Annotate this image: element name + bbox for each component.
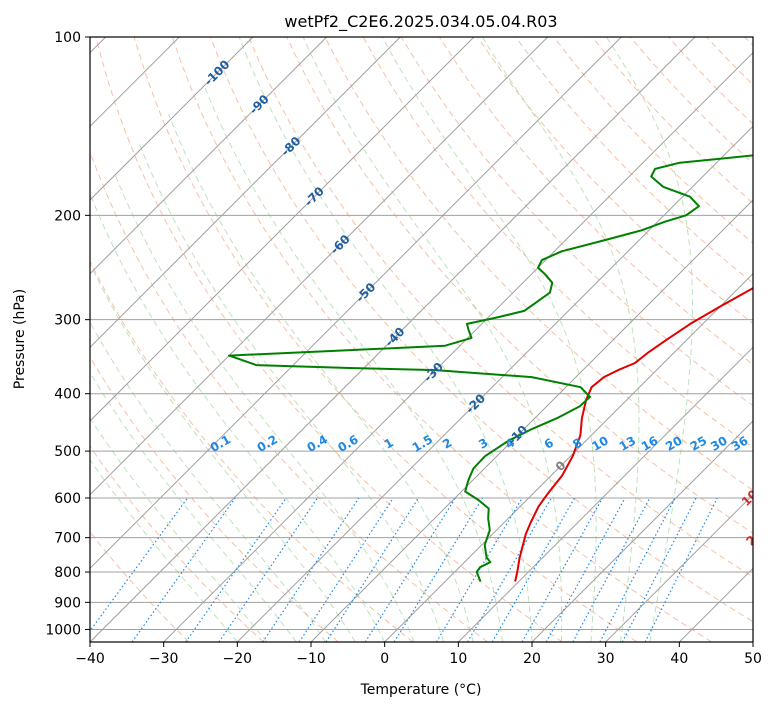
dry-adiabat-line [248,37,753,578]
mixing-ratio-line [521,497,603,642]
x-tick-label: 40 [670,651,688,667]
y-tick-label: 200 [54,208,81,224]
axes: −40 −30 −20 −10 0 10 20 30 40 50 100 200 300 400 500 60… [45,30,762,667]
dry-adiabat-line [90,259,414,642]
dry-adiabat-line [133,37,638,642]
moist-adiabat-line [90,459,238,642]
isotherm-line [310,199,753,642]
isotherm-line [236,125,753,642]
moist-adiabat-line [90,321,327,642]
moist-adiabat-line [302,37,563,642]
profile-lines [228,154,753,582]
mixing-ratio-line [599,497,676,642]
adiabat-label: 40 [767,591,775,613]
y-tick-label: 1000 [45,622,81,638]
moist-adiabat-line [90,371,297,642]
moist-adiabat-line [203,83,503,642]
dry-adiabat-line [171,37,712,642]
dewpoint-line [228,154,753,582]
plot-frame [89,36,754,643]
background-lines [90,37,753,642]
moist-adiabat-line [90,262,356,642]
isotherm-line [90,37,622,570]
moist-adiabat-line [606,37,693,642]
y-tick-label: 100 [54,30,81,46]
mixing-ratio-line [572,497,651,642]
isotherm-line [457,346,753,642]
mixing-ratio-line [545,497,626,642]
isotherm-line [90,37,401,349]
x-tick-label: 20 [523,651,541,667]
moist-adiabat-line [238,37,533,642]
x-tick-label: −10 [296,651,326,667]
mixing-ratio-line [364,497,456,642]
mixing-ratio-line [298,497,394,642]
mixing-ratio-line [185,497,287,642]
y-tick-label: 500 [54,444,81,460]
mixing-ratio-line [644,497,718,642]
dry-adiabat-line [286,37,753,534]
y-tick-label: 400 [54,387,81,403]
y-tick-label: 700 [54,531,81,547]
mixing-ratio-line [262,497,360,642]
x-tick-label: 0 [380,651,389,667]
dry-adiabat-line [90,356,339,642]
mixing-ratio-line [131,497,236,642]
y-axis-label: Pressure (hPa) [12,289,28,389]
temperature-line [514,286,753,582]
moist-adiabat-line [90,417,268,642]
x-tick-label: −20 [223,651,253,667]
y-tick-label: 900 [54,595,81,611]
isotherm-line [90,37,254,201]
dry-adiabat-line [95,37,563,642]
dry-adiabat-line [210,37,753,623]
moist-adiabat-line [381,37,597,642]
adiabat-label: 30 [753,561,775,583]
mixing-ratio-line [621,497,697,642]
x-tick-label: 10 [449,651,467,667]
y-tick-label: 600 [54,491,81,507]
moist-adiabat-line [90,195,386,642]
plot-background [90,37,753,642]
isotherm-line [90,37,549,496]
x-tick-label: 30 [597,651,615,667]
x-axis-label: Temperature (°C) [360,682,482,698]
moist-adiabat-line [114,173,415,642]
isotherm-line [90,37,328,275]
isotherm-line [605,493,753,642]
isotherm-line [90,37,475,422]
mixing-ratio-line [218,497,318,642]
y-tick-label: 800 [54,565,81,581]
isotherm-line [90,37,696,642]
dry-adiabat-line [515,37,753,284]
x-tick-label: 50 [744,651,762,667]
mixing-ratio-line [325,497,419,642]
x-tick-label: −30 [149,651,179,667]
mixing-ratio-line [90,497,189,632]
dry-adiabat-line [324,37,753,491]
mixing-ratio-line [393,497,484,642]
isotherm-line [752,641,753,642]
x-tick-label: −40 [75,651,105,667]
dry-adiabat-line [90,445,264,642]
y-tick-label: 300 [54,313,81,329]
isotherm-line [531,420,753,642]
chart-title: wetPf2_C2E6.2025.034.05.04.R03 [284,12,557,32]
moist-adiabat-line [481,37,640,642]
adiabat-label: 20 [743,527,765,549]
